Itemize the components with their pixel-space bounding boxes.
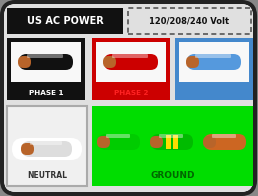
- Bar: [173, 135, 178, 149]
- Text: NEUTRAL: NEUTRAL: [27, 171, 67, 180]
- FancyBboxPatch shape: [195, 54, 231, 58]
- FancyBboxPatch shape: [175, 38, 253, 100]
- FancyBboxPatch shape: [7, 38, 85, 100]
- FancyBboxPatch shape: [159, 134, 183, 138]
- FancyBboxPatch shape: [104, 54, 158, 70]
- FancyBboxPatch shape: [128, 8, 251, 34]
- FancyBboxPatch shape: [203, 136, 216, 148]
- FancyBboxPatch shape: [106, 134, 130, 138]
- FancyBboxPatch shape: [11, 42, 81, 82]
- FancyBboxPatch shape: [21, 143, 34, 155]
- FancyBboxPatch shape: [96, 42, 166, 82]
- FancyBboxPatch shape: [92, 38, 170, 100]
- Text: 120/208/240 Volt: 120/208/240 Volt: [149, 16, 229, 25]
- FancyBboxPatch shape: [179, 42, 249, 82]
- Bar: [166, 135, 171, 149]
- Text: PHASE 1: PHASE 1: [29, 90, 63, 96]
- FancyBboxPatch shape: [7, 8, 123, 34]
- Text: PHASE 2: PHASE 2: [114, 90, 148, 96]
- FancyBboxPatch shape: [7, 106, 87, 186]
- Text: US AC POWER: US AC POWER: [27, 16, 103, 26]
- FancyBboxPatch shape: [186, 56, 199, 68]
- Text: PHASE 3: PHASE 3: [197, 90, 231, 96]
- FancyBboxPatch shape: [151, 134, 193, 150]
- FancyBboxPatch shape: [4, 4, 253, 192]
- FancyBboxPatch shape: [103, 56, 116, 68]
- FancyBboxPatch shape: [18, 56, 31, 68]
- FancyBboxPatch shape: [98, 134, 140, 150]
- FancyBboxPatch shape: [92, 106, 253, 186]
- FancyBboxPatch shape: [30, 141, 62, 145]
- FancyBboxPatch shape: [212, 134, 236, 138]
- FancyBboxPatch shape: [97, 136, 110, 148]
- FancyBboxPatch shape: [2, 2, 255, 194]
- FancyBboxPatch shape: [22, 141, 72, 157]
- FancyBboxPatch shape: [19, 54, 73, 70]
- FancyBboxPatch shape: [150, 136, 163, 148]
- Text: GROUND: GROUND: [150, 171, 195, 180]
- FancyBboxPatch shape: [112, 54, 148, 58]
- FancyBboxPatch shape: [12, 138, 82, 160]
- FancyBboxPatch shape: [27, 54, 63, 58]
- FancyBboxPatch shape: [204, 134, 246, 150]
- FancyBboxPatch shape: [187, 54, 241, 70]
